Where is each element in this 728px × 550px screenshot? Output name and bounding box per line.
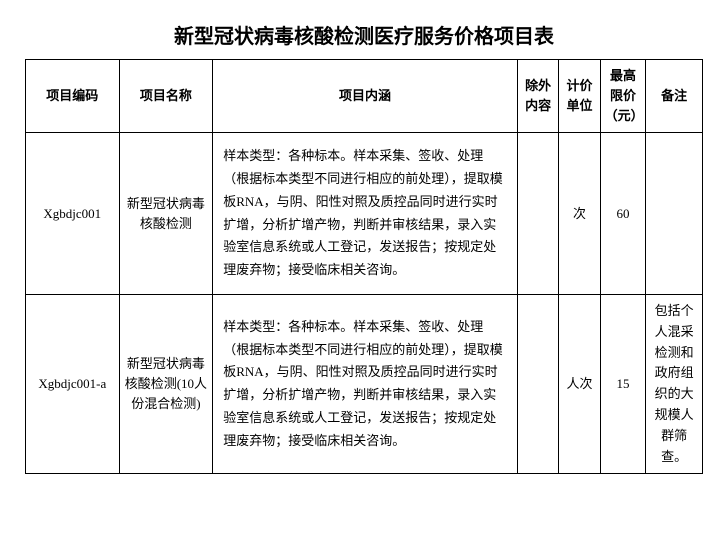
cell-excl: [517, 133, 558, 295]
cell-code: Xgbdjc001-a: [26, 294, 120, 473]
col-header-code: 项目编码: [26, 60, 120, 133]
col-header-name: 项目名称: [119, 60, 213, 133]
col-header-price: 最高限价（元）: [600, 60, 646, 133]
col-header-unit: 计价单位: [559, 60, 600, 133]
col-header-excl: 除外内容: [517, 60, 558, 133]
table-row: Xgbdjc001 新型冠状病毒核酸检测 样本类型：各种标本。样本采集、签收、处…: [26, 133, 703, 295]
cell-unit: 次: [559, 133, 600, 295]
cell-excl: [517, 294, 558, 473]
cell-desc: 样本类型：各种标本。样本采集、签收、处理（根据标本类型不同进行相应的前处理），提…: [213, 294, 518, 473]
cell-code: Xgbdjc001: [26, 133, 120, 295]
cell-name: 新型冠状病毒核酸检测(10人份混合检测): [119, 294, 213, 473]
price-table: 项目编码 项目名称 项目内涵 除外内容 计价单位 最高限价（元） 备注 Xgbd…: [25, 59, 703, 474]
col-header-desc: 项目内涵: [213, 60, 518, 133]
col-header-note: 备注: [646, 60, 703, 133]
cell-name: 新型冠状病毒核酸检测: [119, 133, 213, 295]
cell-note: 包括个人混采检测和政府组织的大规模人群筛查。: [646, 294, 703, 473]
cell-desc: 样本类型：各种标本。样本采集、签收、处理（根据标本类型不同进行相应的前处理），提…: [213, 133, 518, 295]
table-row: Xgbdjc001-a 新型冠状病毒核酸检测(10人份混合检测) 样本类型：各种…: [26, 294, 703, 473]
table-header-row: 项目编码 项目名称 项目内涵 除外内容 计价单位 最高限价（元） 备注: [26, 60, 703, 133]
page-title: 新型冠状病毒核酸检测医疗服务价格项目表: [25, 20, 703, 49]
cell-note: [646, 133, 703, 295]
cell-price: 60: [600, 133, 646, 295]
cell-unit: 人次: [559, 294, 600, 473]
cell-price: 15: [600, 294, 646, 473]
